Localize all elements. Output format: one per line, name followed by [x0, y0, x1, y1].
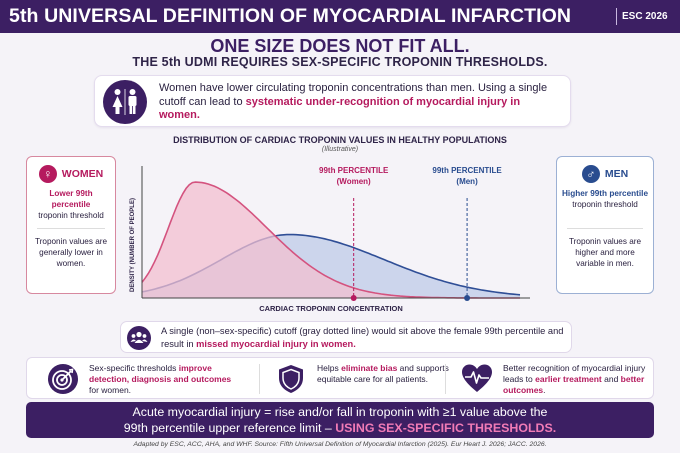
subheadline: THE 5th UDMI REQUIRES SEX-SPECIFIC TROPO… [132, 55, 548, 69]
benefit-3-mid: and [601, 374, 621, 384]
title-bar: 5th UNIVERSAL DEFINITION OF MYOCARDIAL I… [0, 0, 680, 33]
series-area-women [142, 182, 520, 298]
intro-text: Women have lower circulating troponin co… [159, 82, 564, 123]
benefit-divider [445, 364, 446, 394]
women-divider [37, 228, 105, 229]
benefit-outcomes-text: Better recognition of myocardial injury … [503, 363, 651, 396]
distribution-subtitle: (Illustrative) [321, 146, 359, 153]
percentile-dot-1 [350, 295, 357, 301]
benefit-3-post: . [543, 385, 546, 395]
note-text-accent: missed myocardial injury in women. [196, 338, 356, 349]
benefit-3-pre: Better recognition of myocardial injury … [503, 363, 646, 384]
source-footer: Adapted by ESC, ACC, AHA, and WHF. Sourc… [133, 441, 547, 448]
benefit-3-bold: earlier treatment [535, 374, 602, 384]
men-threshold-bold: Higher 99th percentile [562, 189, 648, 198]
benefit-1-pre: Sex-specific thresholds [89, 363, 179, 373]
women-card: ♀ WOMEN Lower 99th percentile troponin th… [26, 156, 116, 294]
restroom-icon [103, 80, 147, 124]
women-heading-text: WOMEN [61, 168, 104, 180]
summary-line-2-accent: USING SEX-SPECIFIC THRESHOLDS. [335, 421, 557, 435]
cutoff-note: A single (non–sex-specific) cutoff (gray… [120, 321, 572, 353]
benefit-1-bold: improve detection, diagnosis and outcome… [89, 363, 232, 384]
headline: ONE SIZE DOES NOT FIT ALL. [210, 36, 470, 56]
esc-badge: ESC 2026 [622, 11, 668, 22]
female-symbol-icon: ♀ [38, 165, 57, 183]
percentile-dot-2 [464, 295, 471, 301]
summary-line-2: 99th percentile upper reference limit – … [26, 421, 654, 435]
benefit-1-post: for women. [89, 385, 132, 395]
benefit-detection-text: Sex-specific thresholds improve detectio… [89, 363, 237, 396]
cutoff-note-text: A single (non–sex-specific) cutoff (gray… [161, 325, 567, 350]
benefits-row: Sex-specific thresholds improve detectio… [26, 357, 654, 399]
women-threshold-bold: Lower 99th percentile [49, 189, 93, 209]
intro-text-accent: systematic under-recognition of myocardi… [159, 95, 521, 122]
page-title: 5th UNIVERSAL DEFINITION OF MYOCARDIAL I… [9, 5, 572, 27]
men-heading-text: MEN [604, 168, 629, 180]
distribution-chart-svg: 99th PERCENTILE (Women) 99th PERCENTILE (Me… [130, 166, 530, 313]
benefit-2-bold: eliminate bias [341, 363, 398, 373]
male-symbol-icon: ♂ [581, 165, 600, 183]
benefit-equity-text: Helps eliminate bias and supports equita… [317, 363, 455, 385]
men-heading: ♂ MEN [557, 165, 653, 183]
summary-line-1: Acute myocardial injury = rise and/or fa… [132, 405, 548, 419]
men-threshold-rest: troponin threshold [572, 200, 638, 209]
intro-text-plain: Women have lower circulating troponin co… [159, 82, 548, 108]
summary-bar: Acute myocardial injury = rise and/or fa… [26, 402, 654, 438]
percentile-group-1: (Women) [337, 177, 371, 186]
women-heading: ♀ WOMEN [27, 165, 115, 183]
benefit-2-pre: Helps [317, 363, 342, 373]
men-detail: Troponin values are higher and more vari… [568, 237, 642, 268]
y-axis-label: DENSITY (NUMBER OF PEOPLE) [130, 198, 136, 292]
note-text-plain: A single (non–sex-specific) cutoff (gray… [161, 326, 564, 349]
benefit-3-bold2: better outcomes [503, 374, 645, 395]
women-threshold-rest: troponin threshold [38, 211, 104, 220]
shield-icon [275, 363, 307, 395]
people-group-icon [127, 326, 151, 350]
intro-card: Women have lower circulating troponin co… [94, 75, 571, 127]
distribution-title: DISTRIBUTION OF CARDIAC TROPONIN VALUES … [173, 135, 507, 145]
distribution-chart: 99th PERCENTILE (Women) 99th PERCENTILE (Me… [120, 156, 550, 316]
benefit-outcomes: Better recognition of myocardial injury … [461, 360, 651, 398]
men-divider [567, 228, 643, 229]
title-divider [616, 8, 617, 25]
benefit-detection: Sex-specific thresholds improve detectio… [47, 360, 237, 398]
men-threshold: Higher 99th percentile troponin threshol… [561, 188, 649, 210]
summary-line-2-plain: 99th percentile upper reference limit – [123, 421, 336, 435]
women-detail: Troponin values are generally lower in w… [34, 237, 108, 268]
target-icon [47, 363, 79, 395]
women-threshold: Lower 99th percentile troponin threshold [31, 188, 111, 221]
x-axis-label: CARDIAC TROPONIN CONCENTRATION [259, 304, 403, 313]
men-card: ♂ MEN Higher 99th percentile troponin thr… [556, 156, 654, 294]
heart-pulse-icon [461, 363, 493, 395]
benefit-divider [259, 364, 260, 394]
benefit-equity: Helps eliminate bias and supports equita… [275, 360, 455, 398]
percentile-group-2: (Men) [456, 177, 478, 186]
percentile-label-2: 99th PERCENTILE [432, 166, 502, 175]
percentile-label-1: 99th PERCENTILE [319, 166, 389, 175]
benefit-2-post: and supports equitable care for all pati… [317, 363, 449, 384]
